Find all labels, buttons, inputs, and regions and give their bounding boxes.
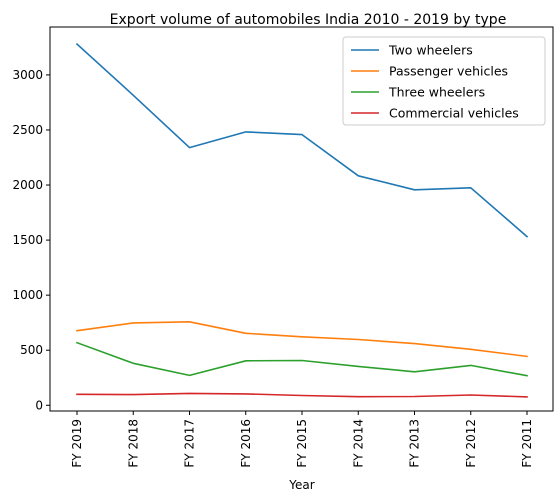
y-tick-label: 3000 — [12, 68, 43, 82]
legend-label-passenger-vehicles: Passenger vehicles — [389, 64, 508, 79]
legend: Two wheelers Passenger vehicles Three whee… — [343, 37, 545, 125]
y-tick-label: 2500 — [12, 123, 43, 137]
series-line-commercial-vehicles — [77, 393, 527, 397]
legend-label-two-wheelers: Two wheelers — [388, 43, 473, 58]
x-tick-label: FY 2019 — [70, 419, 84, 468]
series-line-passenger-vehicles — [77, 322, 527, 357]
y-tick-label: 500 — [20, 343, 43, 357]
x-axis-label: Year — [288, 478, 314, 492]
chart-title: Export volume of automobiles India 2010 … — [110, 12, 507, 28]
y-tick-label: 1000 — [12, 288, 43, 302]
y-tick-label: 1500 — [12, 233, 43, 247]
y-tick-label: 2000 — [12, 178, 43, 192]
x-tick-label: FY 2012 — [464, 419, 478, 468]
x-tick-label: FY 2016 — [239, 419, 253, 468]
y-axis: 0 500 1000 1500 2000 2500 3000 — [12, 68, 50, 412]
legend-label-commercial-vehicles: Commercial vehicles — [389, 106, 519, 121]
x-tick-label: FY 2014 — [351, 419, 365, 468]
x-tick-label: FY 2018 — [126, 419, 140, 468]
x-tick-label: FY 2011 — [520, 419, 534, 468]
x-tick-label: FY 2013 — [408, 419, 422, 468]
x-axis: FY 2019 FY 2018 FY 2017 FY 2016 FY 2015 FY 20… — [70, 411, 534, 468]
legend-label-three-wheelers: Three wheelers — [388, 85, 485, 100]
x-tick-label: FY 2015 — [295, 419, 309, 468]
y-tick-label: 0 — [35, 398, 43, 412]
x-tick-label: FY 2017 — [183, 419, 197, 468]
